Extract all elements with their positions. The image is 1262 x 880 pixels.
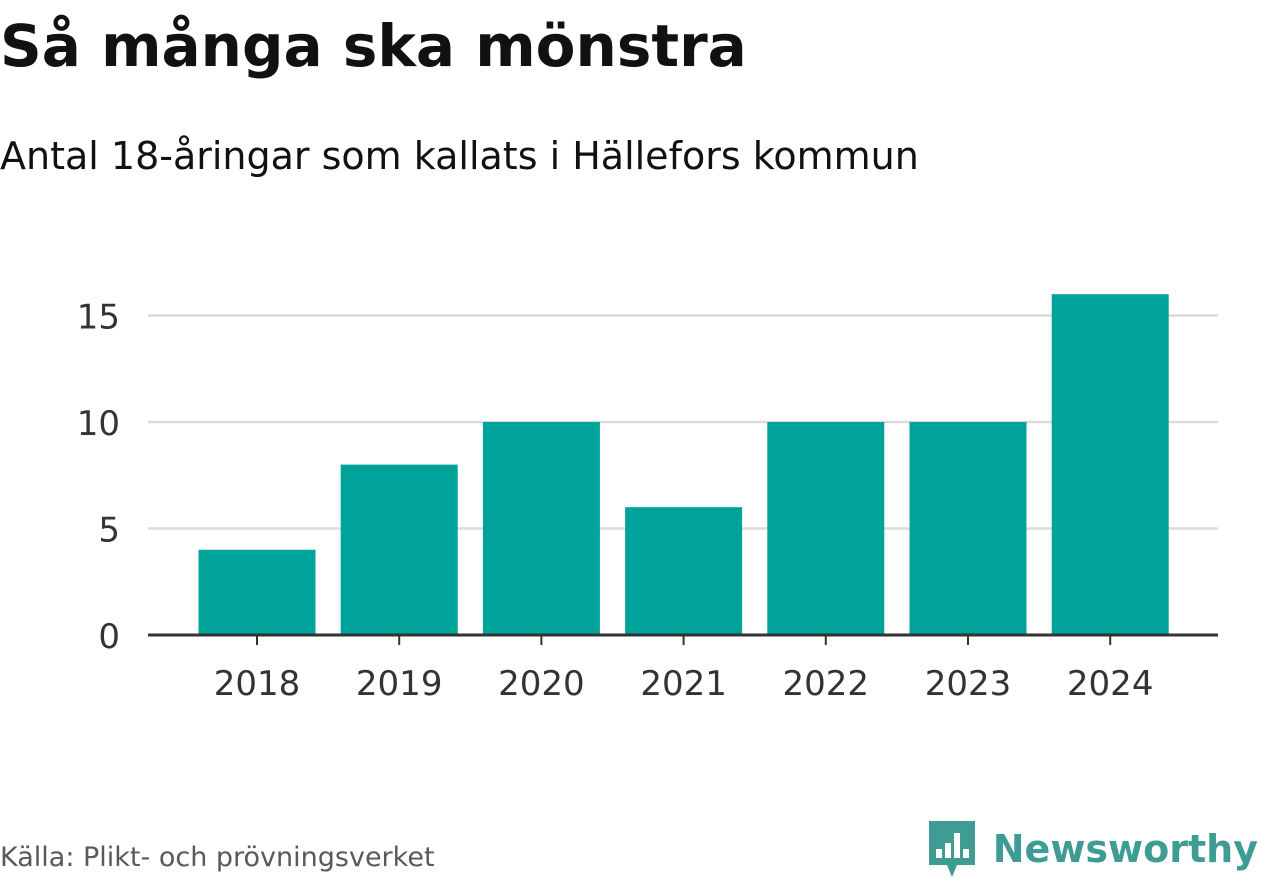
y-tick-label: 10 [77,404,120,444]
bars [198,294,1169,635]
x-tick-label: 2024 [1067,664,1154,704]
bar [198,549,316,635]
bar [909,422,1027,635]
newsworthy-logo-icon [928,821,975,877]
y-tick-label: 0 [98,617,120,657]
bar [340,464,458,635]
bar [1051,294,1169,635]
y-tick-label: 15 [77,298,120,338]
source-note: Källa: Plikt- och prövningsverket [0,842,435,873]
brand-logo: Newsworthy [927,818,1258,880]
x-tick-label: 2021 [640,664,727,704]
chart-subtitle: Antal 18-åringar som kallats i Hällefors… [0,134,919,178]
y-tick-label: 5 [98,511,120,551]
chart-title: Så många ska mönstra [0,12,747,80]
x-tick-label: 2018 [214,664,301,704]
bar [482,422,600,635]
bar [625,507,743,635]
x-tick-label: 2022 [783,664,870,704]
x-tick-label: 2019 [356,664,443,704]
brand-name: Newsworthy [992,827,1258,871]
x-tick-label: 2023 [925,664,1012,704]
bar [767,422,885,635]
axes: 0 5 10 15 2018 2019 2020 2021 2022 2023 2024 [77,298,1218,704]
x-tick-label: 2020 [498,664,585,704]
